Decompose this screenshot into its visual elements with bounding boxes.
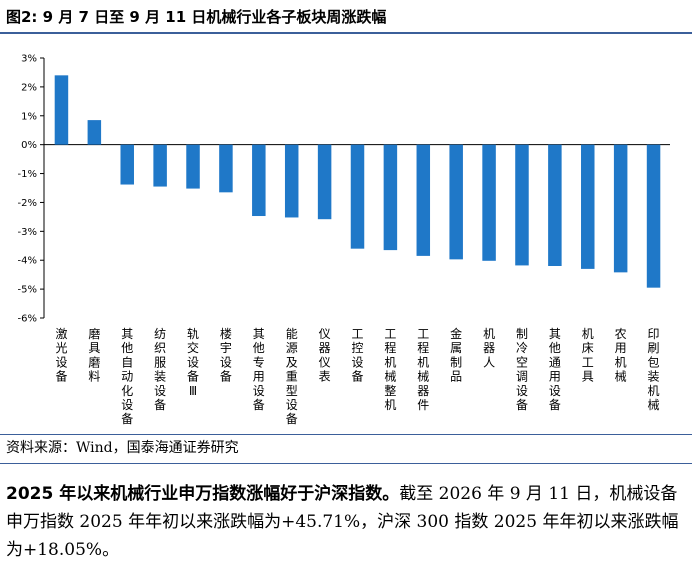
bar <box>646 144 661 288</box>
x-tick-label: 纺织服装设备 <box>154 327 166 412</box>
bar <box>416 144 431 256</box>
y-tick-label: 2% <box>21 82 37 93</box>
y-tick-label: -4% <box>18 256 37 267</box>
bar <box>284 144 299 218</box>
bar <box>613 144 628 273</box>
y-tick-label: -5% <box>18 285 37 296</box>
x-tick-labels: 激光设备 磨具磨料 其他自动化设备 纺织服装设备 轨交设备 Ⅲ 楼宇设备 其他专用设备 能源及重… <box>55 326 659 426</box>
bar <box>581 144 595 269</box>
bar <box>317 144 332 220</box>
x-tick-label: 农用机械 <box>615 327 627 384</box>
x-tick-label: 印刷包装机械 <box>648 327 660 412</box>
figure-title: 图2: 9 月 7 日至 9 月 11 日机械行业各子板块周涨跌幅 <box>0 4 692 34</box>
summary-headline: 2025 年以来机械行业申万指数涨幅好于沪深指数。 <box>6 484 400 504</box>
y-tick-label: 3% <box>21 54 37 65</box>
bar <box>54 75 69 145</box>
bar <box>548 144 562 266</box>
x-tick-label: 工控设备 <box>351 327 363 384</box>
bar <box>186 144 200 189</box>
x-tick-label: 机器人 <box>483 327 495 369</box>
bar <box>482 144 496 261</box>
bar <box>87 120 102 145</box>
x-tick-label: 磨具磨料 <box>88 327 100 384</box>
x-tick-label: 工程机械整机 <box>384 327 396 412</box>
bar <box>252 144 266 217</box>
bar <box>449 144 463 260</box>
bar <box>120 144 134 185</box>
y-tick-label: -2% <box>18 198 37 209</box>
y-tick-label: -6% <box>18 314 37 325</box>
y-tick-label: -3% <box>18 227 37 238</box>
x-tick-label: 激光设备 <box>55 327 67 384</box>
x-tick-label: 仪器仪表 <box>319 327 331 384</box>
y-tick-label: -1% <box>18 169 37 180</box>
x-tick-label: 能源及重型设备 <box>286 327 298 426</box>
x-tick-label: 其他通用设备 <box>549 327 561 412</box>
x-tick-label: 其他自动化设备 <box>121 327 133 426</box>
source-note: 资料来源：Wind，国泰海通证券研究 <box>0 434 692 464</box>
bar-chart: 3% 2% 1% 0% -1% -2% -3% -4% -5% -6% 激光设备 磨具磨料 其他自动化… <box>18 54 670 426</box>
bar <box>219 144 233 193</box>
x-tick-label: 楼宇设备 <box>220 326 232 384</box>
x-tick-label: 轨交设备 Ⅲ <box>187 327 199 398</box>
x-tick-label: 其他专用设备 <box>253 327 265 412</box>
bar <box>350 144 365 249</box>
x-tick-label: 机床工具 <box>582 327 594 384</box>
bar <box>515 144 529 266</box>
y-tick-label: 0% <box>21 140 37 151</box>
y-tick-label: 1% <box>21 111 37 122</box>
x-tick-label: 制冷空调设备 <box>516 327 528 412</box>
x-tick-label: 工程机械器件 <box>417 327 429 412</box>
y-axis: 3% 2% 1% 0% -1% -2% -3% -4% -5% -6% <box>18 54 670 325</box>
bars <box>54 75 661 288</box>
bar <box>383 144 398 251</box>
summary-body: 截至 2026 年 9 月 11 日，机械设备申万指数 2025 年年初以来涨跌… <box>6 484 679 560</box>
bar <box>153 144 167 187</box>
summary-paragraph: 2025 年以来机械行业申万指数涨幅好于沪深指数。截至 2026 年 9 月 1… <box>6 480 688 564</box>
x-tick-label: 金属制品 <box>450 326 462 384</box>
